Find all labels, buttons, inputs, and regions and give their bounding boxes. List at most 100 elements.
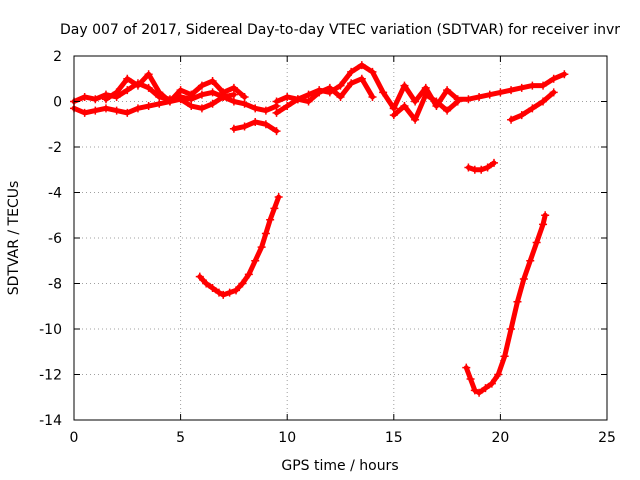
data-point	[466, 375, 475, 384]
data-point	[195, 272, 204, 281]
data-point	[283, 92, 292, 101]
data-point	[229, 83, 238, 92]
data-point	[432, 97, 441, 106]
data-point	[490, 158, 499, 167]
data-point	[400, 81, 409, 90]
y-tick-label: -2	[48, 140, 62, 156]
data-point	[240, 99, 249, 108]
data-point	[453, 97, 462, 106]
x-tick-label: 0	[70, 430, 79, 446]
data-point	[101, 95, 110, 104]
y-tick-label: 0	[53, 95, 62, 111]
data-point	[240, 122, 249, 131]
y-tick-label: -12	[39, 368, 62, 384]
y-tick-label: -6	[48, 231, 62, 247]
data-point	[494, 370, 503, 379]
data-point	[513, 297, 522, 306]
data-point	[496, 88, 505, 97]
data-point	[197, 104, 206, 113]
data-point	[517, 83, 526, 92]
data-point	[347, 79, 356, 88]
data-point	[176, 86, 185, 95]
x-tick-label: 10	[278, 430, 296, 446]
data-point	[325, 83, 334, 92]
data-point	[500, 352, 509, 361]
data-point	[208, 99, 217, 108]
data-point	[283, 102, 292, 111]
data-point	[197, 81, 206, 90]
data-point	[112, 106, 121, 115]
data-point	[477, 165, 486, 174]
data-point	[481, 384, 490, 393]
data-point	[91, 95, 100, 104]
data-point	[357, 74, 366, 83]
data-point	[232, 286, 241, 295]
data-point	[112, 88, 121, 97]
data-point	[266, 215, 275, 224]
data-point	[144, 83, 153, 92]
data-point	[475, 92, 484, 101]
data-point	[443, 86, 452, 95]
data-point	[507, 115, 516, 124]
data-point	[123, 74, 132, 83]
data-point	[507, 86, 516, 95]
data-point	[539, 220, 548, 229]
data-point	[411, 115, 420, 124]
y-axis-label: SDTVAR / TECUs	[6, 181, 22, 296]
data-point	[539, 97, 548, 106]
data-point	[528, 104, 537, 113]
data-point	[464, 95, 473, 104]
data-point	[470, 386, 479, 395]
data-point	[336, 81, 345, 90]
data-point	[560, 70, 569, 79]
data-point	[517, 111, 526, 120]
data-point	[251, 117, 260, 126]
y-tick-label: -14	[39, 413, 62, 429]
data-point	[532, 238, 541, 247]
data-point	[251, 104, 260, 113]
data-point	[304, 97, 313, 106]
data-point	[272, 97, 281, 106]
data-point	[347, 67, 356, 76]
data-point	[208, 77, 217, 86]
data-point	[133, 81, 142, 90]
data-point	[208, 88, 217, 97]
data-point	[443, 106, 452, 115]
x-tick-label: 5	[176, 430, 185, 446]
y-tick-label: -10	[39, 322, 62, 338]
data-point	[475, 388, 484, 397]
data-point	[526, 256, 535, 265]
data-point	[528, 81, 537, 90]
data-point	[357, 61, 366, 70]
data-layer	[70, 61, 569, 397]
data-point	[240, 92, 249, 101]
data-point	[487, 379, 496, 388]
data-point	[541, 211, 550, 220]
data-point	[293, 95, 302, 104]
data-point	[261, 106, 270, 115]
data-point	[421, 83, 430, 92]
data-point	[270, 204, 279, 213]
x-axis-label: GPS time / hours	[281, 458, 398, 474]
y-tick-label: -4	[48, 186, 62, 202]
data-point	[208, 284, 217, 293]
data-point	[229, 97, 238, 106]
data-point	[304, 90, 313, 99]
data-point	[274, 193, 283, 202]
data-point	[197, 90, 206, 99]
data-point	[155, 88, 164, 97]
data-point	[462, 363, 471, 372]
data-point	[80, 108, 89, 117]
data-point	[400, 102, 409, 111]
data-point	[519, 274, 528, 283]
data-point	[176, 95, 185, 104]
data-point	[549, 74, 558, 83]
chart-title: Day 007 of 2017, Sidereal Day-to-day VTE…	[60, 22, 620, 38]
data-point	[539, 81, 548, 90]
data-point	[389, 104, 398, 113]
data-point	[421, 90, 430, 99]
data-point	[261, 229, 270, 238]
data-point	[202, 279, 211, 288]
